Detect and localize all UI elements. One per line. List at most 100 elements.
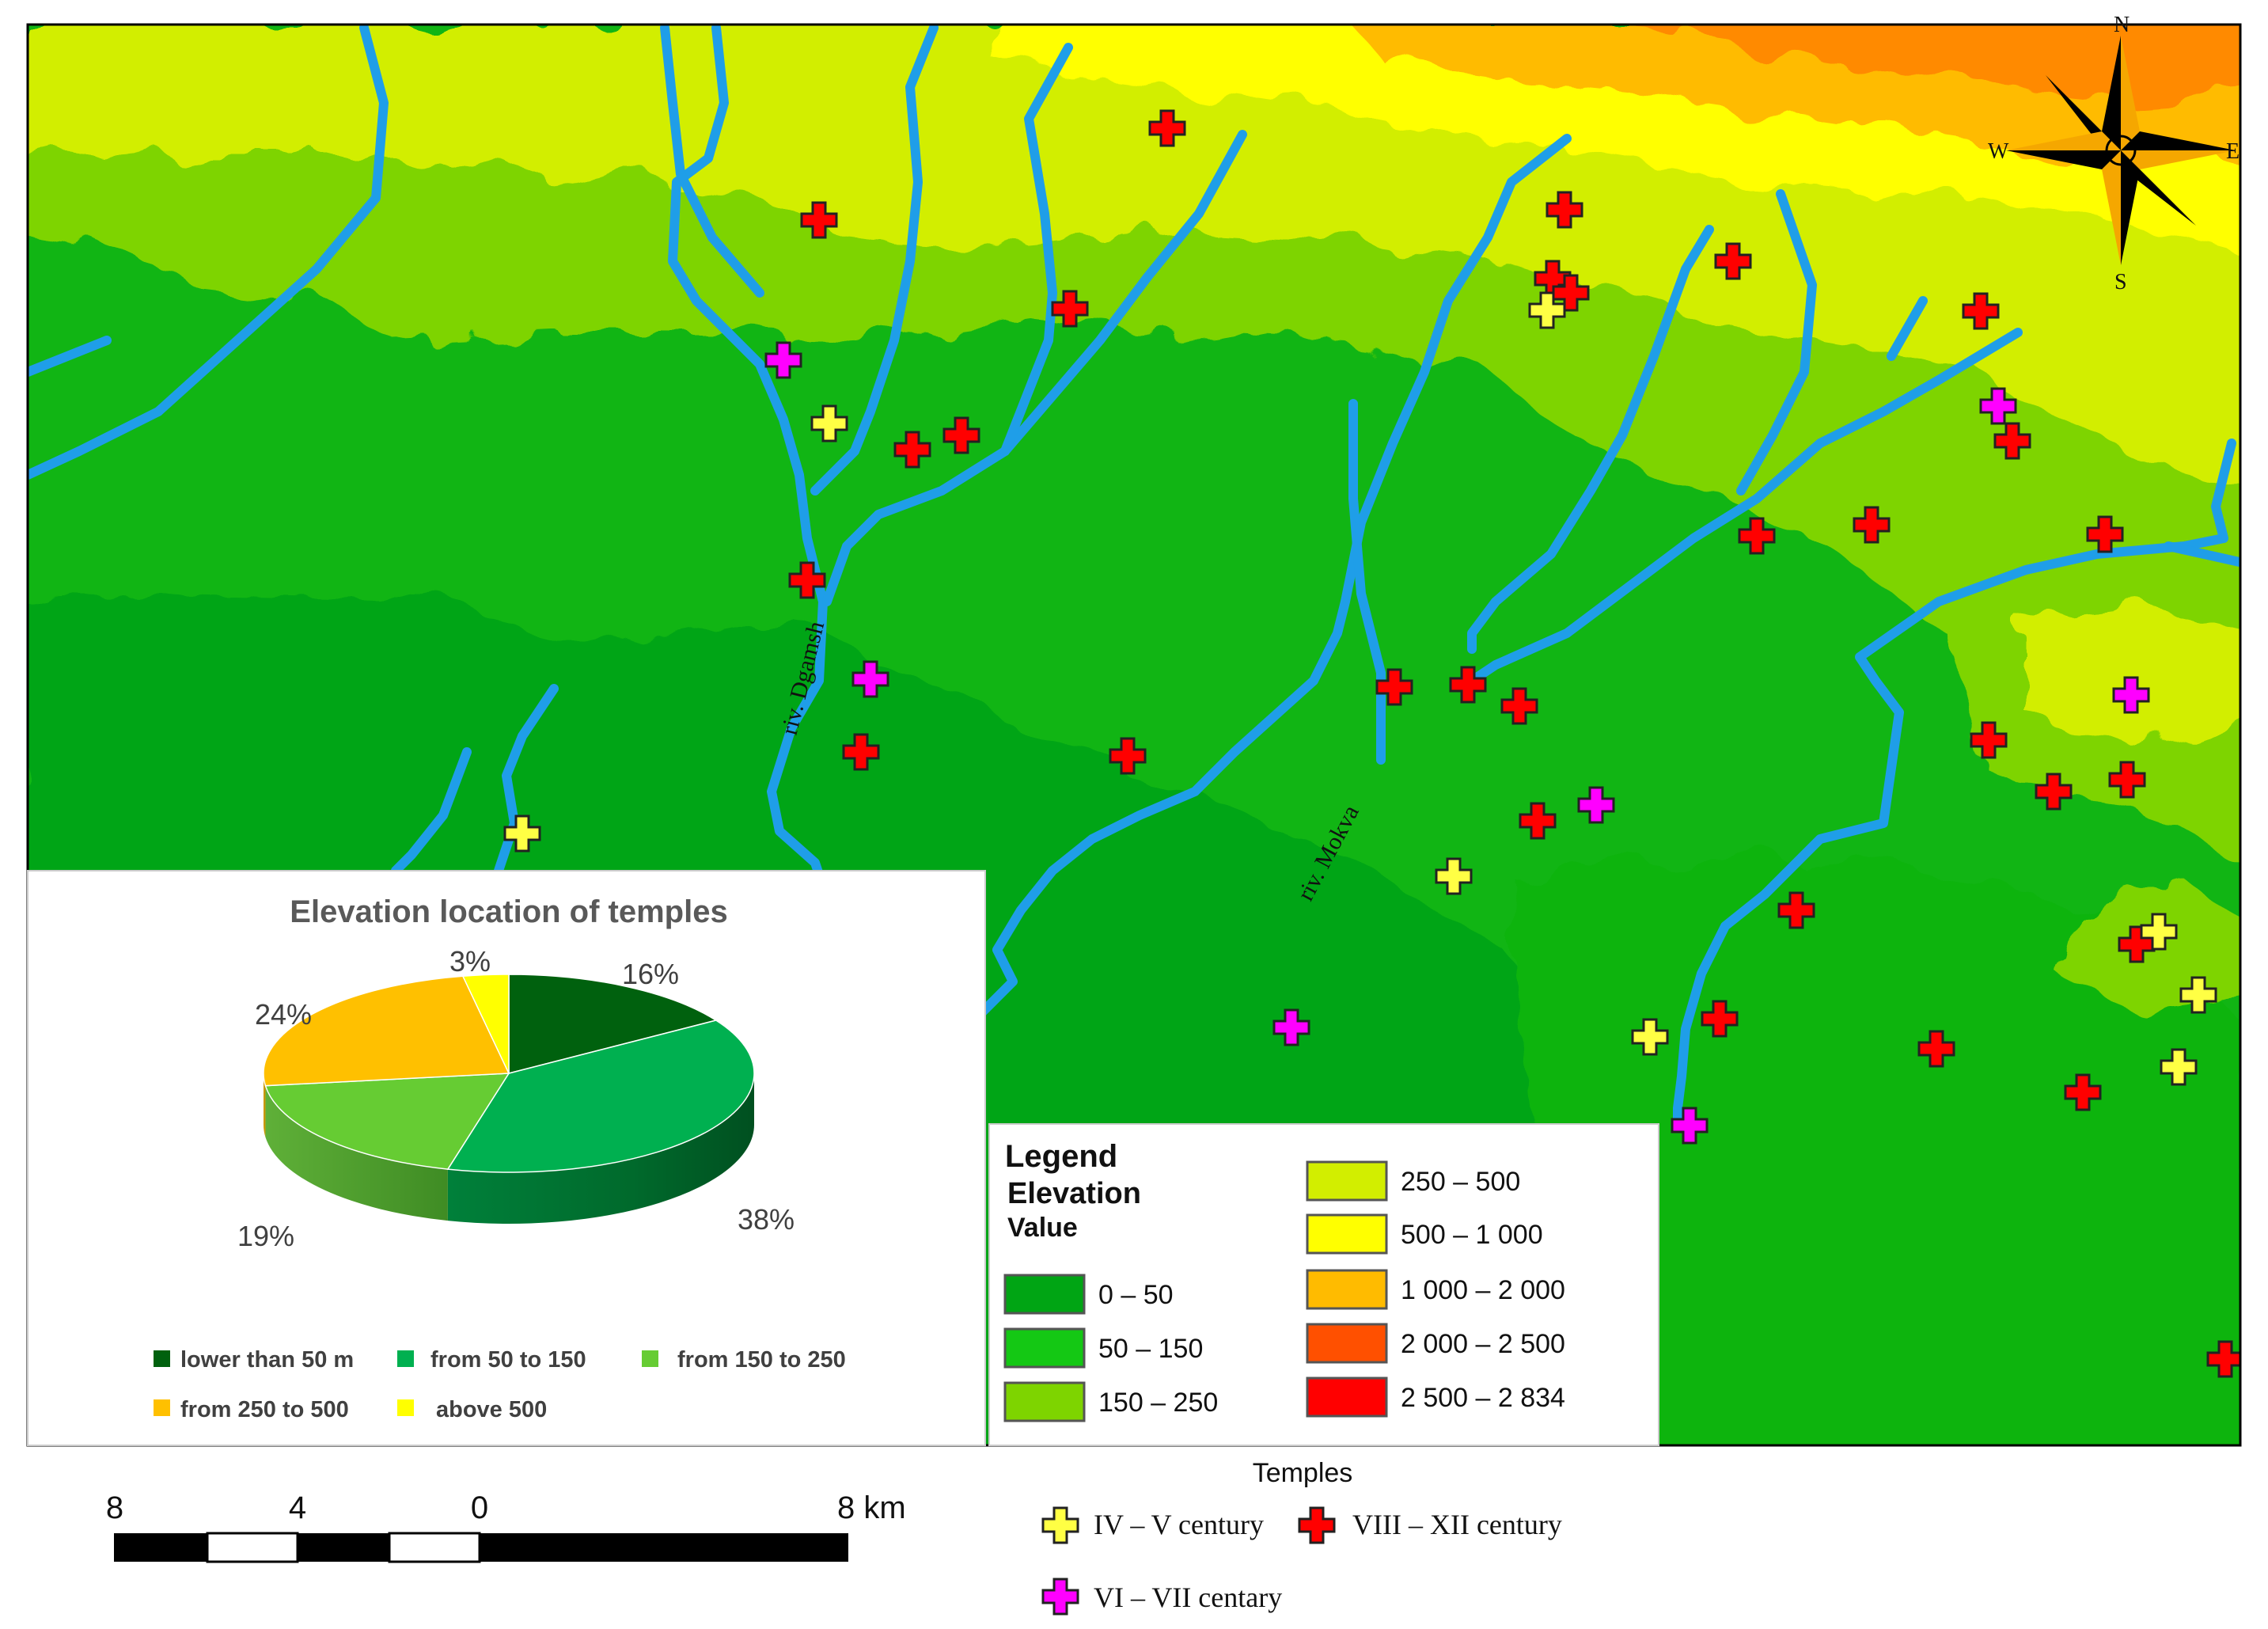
- river-east-fork: [1467, 225, 1714, 654]
- pie-slice[interactable]: [508, 974, 718, 1074]
- temple-viii-xii-marker[interactable]: [893, 431, 931, 469]
- temple-legend-viii-xii: VIII – XII century: [1352, 1509, 1562, 1540]
- temple-iv-v-marker[interactable]: [1528, 291, 1566, 329]
- temple-viii-xii-marker[interactable]: [1993, 422, 2031, 460]
- legend-swatch: [1003, 1327, 1086, 1369]
- legend-swatch: [1306, 1213, 1388, 1255]
- legend-swatch: [1003, 1274, 1086, 1315]
- legend-swatch: [1306, 1160, 1388, 1202]
- temple-vi-vii-marker[interactable]: [1979, 387, 2017, 425]
- pie-chart-panel: Elevation location of temples 16% 38% 19…: [27, 870, 986, 1446]
- scale-bar: 8 4 0 8 km: [106, 1490, 906, 1563]
- compass-rose: N S E W: [1988, 13, 2240, 294]
- compass-arm-n-right: [2121, 36, 2140, 150]
- temple-viii-xii-marker[interactable]: [1051, 290, 1089, 328]
- temple-viii-xii-marker[interactable]: [1552, 274, 1590, 312]
- legend-class-label: 150 – 250: [1098, 1388, 1218, 1418]
- pie-slice[interactable]: [461, 974, 510, 1074]
- zone-50-150-east: [1504, 855, 2240, 1445]
- river-far-west-stub: [28, 336, 112, 377]
- temple-vi-vii-marker[interactable]: [2112, 676, 2150, 714]
- temple-legend-icon-vi-vii[interactable]: [1041, 1578, 1079, 1616]
- temple-viii-xii-marker[interactable]: [788, 561, 826, 599]
- temple-viii-xii-marker[interactable]: [1701, 1000, 1739, 1038]
- temple-vi-vii-marker[interactable]: [1577, 786, 1615, 824]
- temple-legend-cross-viii-xii: [1298, 1506, 1336, 1544]
- compass-arm-s-left: [2102, 150, 2121, 265]
- compass-arm-w-bottom: [2006, 150, 2121, 169]
- temple-viii-xii-marker[interactable]: [1375, 668, 1413, 706]
- temple-viii-xii-marker[interactable]: [1962, 292, 2000, 330]
- legend-title: Legend: [1005, 1139, 1117, 1174]
- temple-legend-icon-viii-xii[interactable]: [1298, 1506, 1336, 1544]
- legend-class-label: 0 – 50: [1098, 1280, 1174, 1310]
- pie-slice-side: [264, 1073, 266, 1137]
- scale-segment-4: [388, 1532, 481, 1563]
- temples-legend-title: Temples: [1253, 1458, 1353, 1488]
- temple-viii-xii-marker[interactable]: [1853, 506, 1891, 544]
- temple-viii-xii-marker[interactable]: [2064, 1073, 2102, 1111]
- temple-vi-vii-marker[interactable]: [851, 660, 889, 698]
- temple-viii-xii-marker[interactable]: [2108, 761, 2146, 799]
- river-mokva-west: [1348, 399, 1386, 765]
- legend-class-label: 50 – 150: [1098, 1334, 1203, 1364]
- temple-viii-xii-marker[interactable]: [842, 733, 880, 771]
- temple-iv-v-marker[interactable]: [2140, 913, 2178, 951]
- legend-value-label: Value: [1007, 1213, 1078, 1243]
- temple-viii-xii-marker[interactable]: [1449, 666, 1487, 704]
- compass-label-w: W: [1988, 139, 2009, 164]
- pie-chart[interactable]: [263, 974, 755, 1224]
- temple-vi-vii-marker[interactable]: [1272, 1008, 1310, 1046]
- temple-iv-v-marker[interactable]: [1631, 1018, 1669, 1056]
- temple-legend-icon-iv-v[interactable]: [1041, 1506, 1079, 1544]
- temple-viii-xii-marker[interactable]: [2206, 1340, 2243, 1378]
- pie-legend-swatch-lt50: [154, 1350, 170, 1367]
- temple-viii-xii-marker[interactable]: [1917, 1030, 1955, 1068]
- temple-viii-xii-marker[interactable]: [1738, 517, 1776, 555]
- pie-slice[interactable]: [446, 1020, 755, 1173]
- temple-vi-vii-marker[interactable]: [1671, 1107, 1709, 1145]
- temple-viii-xii-marker[interactable]: [1970, 721, 2008, 759]
- temple-viii-xii-marker[interactable]: [2035, 773, 2073, 811]
- scale-tick-8-left: 8: [106, 1490, 123, 1525]
- compass-label-s: S: [2114, 270, 2127, 294]
- temple-viii-xii-marker[interactable]: [1500, 687, 1538, 725]
- temple-iv-v-marker[interactable]: [1435, 857, 1473, 895]
- legend-classes: 0 – 50 50 – 150 150 – 250 250 – 500 500 – 1 …: [1003, 1160, 1565, 1422]
- river-west: [28, 25, 389, 480]
- temple-viii-xii-marker[interactable]: [1148, 109, 1186, 147]
- temple-viii-xii-marker[interactable]: [1546, 191, 1583, 229]
- pie-legend-swatch-250-500: [154, 1399, 170, 1416]
- legend-class-label: 1 000 – 2 000: [1401, 1275, 1565, 1305]
- temple-viii-xii-marker[interactable]: [1519, 802, 1557, 840]
- temple-legend-cross-iv-v: [1041, 1506, 1079, 1544]
- temple-viii-xii-marker[interactable]: [800, 201, 838, 239]
- elevation-legend: Legend Elevation Value 0 – 50 50 – 150 150…: [988, 1123, 1659, 1446]
- river-east-1: [1467, 328, 2023, 685]
- legend-swatch: [1306, 1269, 1388, 1310]
- pie-legend: lower than 50 m from 50 to 150 from 150 …: [154, 1347, 846, 1422]
- temple-iv-v-marker[interactable]: [2179, 976, 2217, 1014]
- temple-vi-vii-marker[interactable]: [764, 341, 802, 379]
- compass-arm-e-top: [2121, 131, 2236, 150]
- river-east-3: [1887, 296, 1928, 361]
- temple-legend-iv-v: IV – V century: [1094, 1509, 1264, 1540]
- temple-viii-xii-marker[interactable]: [1109, 737, 1147, 775]
- pie-legend-lt50: lower than 50 m: [180, 1347, 354, 1373]
- temple-viii-xii-marker[interactable]: [1714, 242, 1752, 280]
- temple-viii-xii-marker[interactable]: [1777, 891, 1815, 929]
- temple-legend-cross-vi-vii: [1041, 1578, 1079, 1616]
- pie-legend-swatch-50-150: [397, 1350, 414, 1367]
- pie-slice[interactable]: [263, 975, 510, 1087]
- temple-viii-xii-marker[interactable]: [2086, 515, 2124, 553]
- pie-slice[interactable]: [264, 1073, 510, 1170]
- pie-label-24: 24%: [255, 998, 312, 1031]
- pie-label-38: 38%: [738, 1203, 795, 1236]
- pie-legend-gt500: above 500: [436, 1397, 547, 1422]
- river-dgamsh-branch-ne: [810, 25, 939, 496]
- temple-iv-v-marker[interactable]: [503, 814, 541, 852]
- temple-viii-xii-marker[interactable]: [942, 416, 980, 454]
- temple-iv-v-marker[interactable]: [2160, 1048, 2198, 1086]
- temple-iv-v-marker[interactable]: [810, 404, 848, 442]
